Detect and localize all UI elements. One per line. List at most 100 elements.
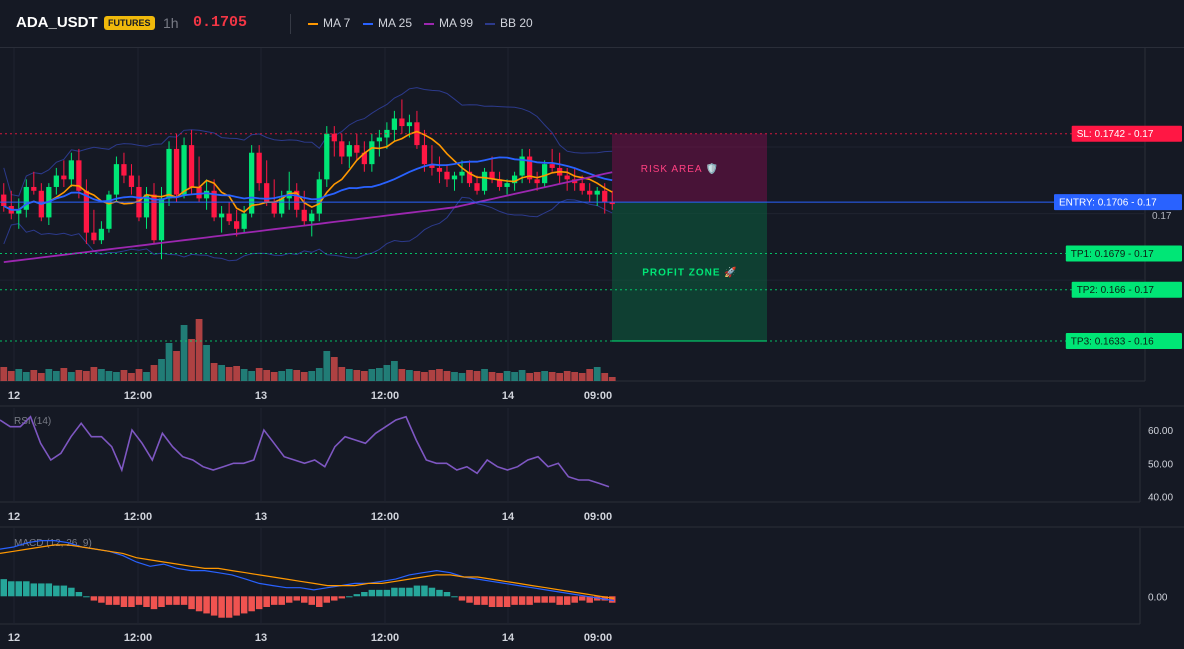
volume-bar <box>120 370 128 381</box>
macd-histogram-bar <box>548 596 556 603</box>
volume-bar <box>526 373 533 381</box>
macd-histogram-bar <box>578 596 586 601</box>
macd-histogram-bar <box>225 596 233 618</box>
candles <box>1 99 615 260</box>
candle-body <box>451 175 458 180</box>
candle <box>301 190 307 226</box>
volume-bar <box>165 343 173 381</box>
macd-histogram-bar <box>451 596 458 598</box>
macd-histogram-bar <box>518 596 526 605</box>
volume-bar <box>518 370 526 381</box>
candle <box>128 164 135 195</box>
symbol-label[interactable]: ADA_USDT <box>16 14 98 31</box>
candle <box>391 110 398 142</box>
price-tag-bg <box>1071 125 1182 142</box>
candle <box>324 126 330 187</box>
candle <box>557 152 563 184</box>
rsi-y-tick: 50.00 <box>1148 459 1173 470</box>
candle <box>143 186 150 229</box>
chart-header: ADA_USDT FUTURES 1h 0.1705 MA 7 MA 25 MA… <box>0 0 1184 48</box>
candle-body <box>68 160 74 180</box>
candle-body <box>181 145 187 195</box>
x-tick-label: 14 <box>502 390 515 402</box>
legend-ma25[interactable]: MA 25 <box>363 16 412 30</box>
macd-histogram-bar <box>30 583 38 597</box>
candle-body <box>309 213 315 222</box>
candle-body <box>234 221 240 229</box>
macd-histogram-bar <box>308 596 316 605</box>
candle-body <box>188 145 195 187</box>
candle-body <box>391 118 398 130</box>
macd-histogram-bar <box>300 596 308 603</box>
timeframe-label[interactable]: 1h <box>163 15 179 31</box>
volume-bar <box>37 373 45 381</box>
candle-body <box>361 152 367 165</box>
rsi-y-tick: 60.00 <box>1148 426 1173 437</box>
candle-body <box>128 175 135 187</box>
x-tick-label: 14 <box>502 511 515 523</box>
candle <box>234 209 240 237</box>
candle-body <box>369 141 375 165</box>
volume-bar <box>75 370 83 381</box>
macd-histogram-bar <box>563 596 571 605</box>
volume-bar <box>30 370 38 381</box>
candle <box>549 148 555 172</box>
volume-bar <box>293 370 301 381</box>
x-tick-label: 12 <box>8 511 20 523</box>
candle-body <box>481 171 488 191</box>
volume-bar <box>481 369 488 381</box>
volume-bar <box>556 373 564 381</box>
candle <box>331 126 337 157</box>
volume-bar <box>458 373 466 381</box>
legend-ma99[interactable]: MA 99 <box>424 16 473 30</box>
macd-histogram-bar <box>15 581 23 597</box>
legend-swatch <box>308 22 318 25</box>
candle <box>474 175 480 195</box>
candle-body <box>602 190 608 203</box>
volume-bar <box>83 371 90 381</box>
macd-histogram-bar <box>255 596 263 610</box>
volume-bar <box>473 371 481 381</box>
price-tag-label: TP1: 0.1679 - 0.17 <box>1071 249 1154 260</box>
volume-bar <box>563 371 571 381</box>
volume-bar <box>541 371 549 381</box>
volume-bar <box>345 369 353 381</box>
macd-histogram-bar <box>285 596 293 603</box>
volume-bar <box>496 373 503 381</box>
candle <box>376 129 382 157</box>
price-tag-axis: - 0.17 <box>1125 129 1154 140</box>
volume-bar <box>308 371 316 381</box>
macd-y-tick: 0.00 <box>1148 592 1168 603</box>
macd-histogram-bar <box>293 596 300 601</box>
candle <box>421 129 428 172</box>
bb-upper-line <box>3 87 613 197</box>
candle <box>429 145 435 176</box>
volume-bar <box>278 371 286 381</box>
candle <box>173 133 180 203</box>
macd-histogram-bar <box>105 596 113 605</box>
volume-bar <box>203 345 210 381</box>
volume-bar <box>330 357 338 381</box>
candle-body <box>346 145 352 157</box>
legend-ma7[interactable]: MA 7 <box>308 16 350 30</box>
macd-histogram-bar <box>23 581 30 597</box>
candle-body <box>294 190 300 210</box>
candle-body <box>249 152 255 214</box>
volume-bar <box>98 369 105 381</box>
candle-body <box>519 156 525 176</box>
candle <box>23 179 29 218</box>
candle <box>609 190 615 210</box>
candle-body <box>256 152 262 184</box>
candle-body <box>241 213 247 229</box>
macd-histogram-bar <box>203 596 210 614</box>
risk-area-label: RISK AREA 🛡️ <box>641 162 719 175</box>
x-tick-label: 13 <box>255 390 267 402</box>
rsi-line <box>0 415 610 488</box>
x-tick-label: 12:00 <box>124 390 152 402</box>
legend-bb20[interactable]: BB 20 <box>485 16 533 30</box>
macd-histogram-bar <box>601 596 608 601</box>
volume-bar <box>240 369 248 381</box>
candle <box>181 137 187 199</box>
candle-body <box>211 190 217 218</box>
